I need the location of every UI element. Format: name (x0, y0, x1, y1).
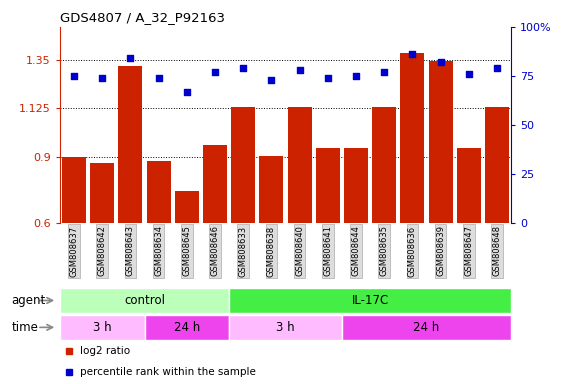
Bar (288, 108, 312, 223)
Point (464, 71, 473, 77)
Point (380, 69, 389, 75)
Bar (203, 146, 227, 223)
Point (70, 73, 79, 79)
Point (408, 51, 417, 57)
Text: GDS4807 / A_32_P92163: GDS4807 / A_32_P92163 (60, 11, 225, 24)
Text: log2 ratio: log2 ratio (81, 346, 130, 356)
Bar (175, 191, 199, 223)
Bar (259, 156, 283, 223)
Bar (144, 315, 229, 340)
Bar (62, 157, 86, 223)
Text: 24 h: 24 h (413, 321, 440, 334)
Point (267, 77, 276, 83)
Point (239, 65, 248, 71)
Text: agent: agent (11, 294, 46, 307)
Bar (372, 108, 396, 223)
Point (154, 75, 163, 81)
Text: 24 h: 24 h (174, 321, 200, 334)
Bar (90, 163, 114, 223)
Point (211, 69, 220, 75)
Bar (60, 315, 144, 340)
Bar (400, 53, 424, 223)
Text: 3 h: 3 h (93, 321, 111, 334)
Bar (485, 108, 509, 223)
Bar (342, 315, 511, 340)
Bar (344, 148, 368, 223)
Point (126, 55, 135, 61)
Bar (147, 161, 171, 223)
Text: time: time (11, 321, 38, 334)
Bar (316, 148, 340, 223)
Point (323, 75, 332, 81)
Bar (429, 61, 453, 223)
Point (492, 65, 501, 71)
Point (182, 88, 191, 94)
Point (436, 59, 445, 65)
Text: percentile rank within the sample: percentile rank within the sample (81, 367, 256, 377)
Bar (229, 315, 342, 340)
Bar (231, 108, 255, 223)
Point (295, 67, 304, 73)
Bar (60, 288, 229, 313)
Point (351, 73, 360, 79)
Text: 3 h: 3 h (276, 321, 295, 334)
Text: IL-17C: IL-17C (352, 294, 389, 307)
Bar (229, 288, 511, 313)
Bar (457, 148, 481, 223)
Point (98, 75, 107, 81)
Bar (118, 66, 142, 223)
Text: control: control (124, 294, 165, 307)
